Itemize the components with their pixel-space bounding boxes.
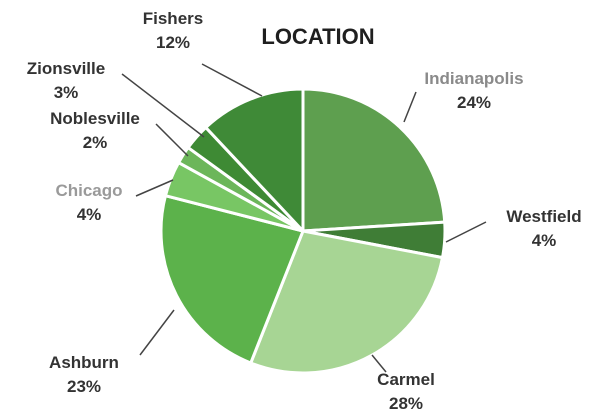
leader-line-chicago	[135, 179, 174, 197]
slice-label-zionsville: Zionsville	[27, 59, 105, 78]
slice-percent-indianapolis: 24%	[457, 93, 491, 112]
leader-line-carmel	[371, 354, 387, 373]
slice-percent-westfield: 4%	[532, 231, 557, 250]
slice-label-fishers: Fishers	[143, 9, 203, 28]
slice-label-indianapolis: Indianapolis	[424, 69, 523, 88]
slice-percent-carmel: 28%	[389, 394, 423, 413]
slice-percent-ashburn: 23%	[67, 377, 101, 396]
pie-slice-indianapolis	[301, 87, 447, 233]
slice-percent-fishers: 12%	[156, 33, 190, 52]
leader-line-noblesville	[155, 123, 189, 157]
chart-title: LOCATION	[261, 24, 374, 49]
slice-label-chicago: Chicago	[55, 181, 122, 200]
pie-slice-fishers	[204, 87, 305, 233]
leader-line-westfield	[445, 221, 487, 243]
leader-line-indianapolis	[403, 91, 417, 123]
leader-line-fishers	[201, 63, 263, 97]
pie-slice-ashburn	[159, 194, 305, 365]
leader-line-ashburn	[139, 309, 175, 356]
pie-slice-carmel	[249, 229, 444, 375]
slice-percent-chicago: 4%	[77, 205, 102, 224]
slice-percent-zionsville: 3%	[54, 83, 79, 102]
slice-label-westfield: Westfield	[506, 207, 581, 226]
slice-label-carmel: Carmel	[377, 370, 435, 389]
slice-percent-noblesville: 2%	[83, 133, 108, 152]
slice-label-noblesville: Noblesville	[50, 109, 140, 128]
leader-line-zionsville	[121, 73, 205, 138]
slice-label-ashburn: Ashburn	[49, 353, 119, 372]
